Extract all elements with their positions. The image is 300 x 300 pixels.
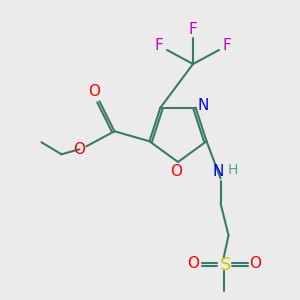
Text: O: O (88, 84, 101, 99)
Text: F: F (154, 38, 164, 52)
Text: F: F (189, 22, 197, 38)
Text: F: F (223, 38, 231, 52)
Text: H: H (227, 163, 238, 177)
Text: O: O (188, 256, 200, 271)
Text: N: N (198, 98, 209, 113)
Text: O: O (74, 142, 86, 157)
Text: N: N (213, 164, 224, 179)
Text: O: O (250, 256, 262, 271)
Text: O: O (170, 164, 182, 179)
Text: S: S (220, 256, 231, 274)
